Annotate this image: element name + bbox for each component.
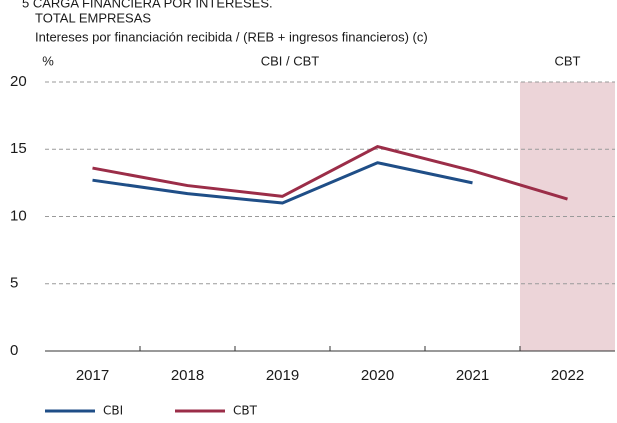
y-axis-label: %	[42, 53, 54, 68]
x-tick-label: 2019	[266, 367, 299, 384]
chart-subtitle: TOTAL EMPRESAS	[35, 10, 151, 25]
y-tick-label: 10	[10, 207, 27, 224]
x-tick-label: 2018	[171, 367, 204, 384]
x-tick-label: 2020	[361, 367, 394, 384]
chart-description: Intereses por financiación recibida / (R…	[35, 29, 428, 44]
legend-label: CBI	[103, 404, 123, 418]
x-tick-label: 2017	[76, 367, 109, 384]
x-tick-label: 2022	[551, 367, 584, 384]
y-tick-label: 15	[10, 140, 27, 157]
x-tick-label: 2021	[456, 367, 489, 384]
y-tick-label: 0	[10, 342, 18, 359]
y-tick-label: 20	[10, 73, 27, 90]
legend-label: CBT	[233, 404, 258, 418]
annotation: CBI / CBT	[261, 53, 320, 68]
highlight-label: CBT	[555, 53, 581, 68]
series-line	[92, 145, 568, 201]
series-line	[92, 161, 473, 205]
y-tick-label: 5	[10, 275, 18, 292]
chart-title: 5 CARGA FINANCIERA POR INTERESES.	[22, 0, 273, 10]
